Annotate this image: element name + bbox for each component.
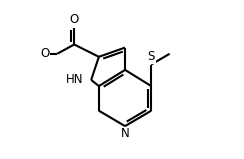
Text: S: S	[148, 50, 155, 63]
Text: O: O	[40, 47, 50, 60]
Text: HN: HN	[66, 73, 83, 86]
Text: O: O	[70, 13, 79, 26]
Text: N: N	[121, 127, 129, 140]
